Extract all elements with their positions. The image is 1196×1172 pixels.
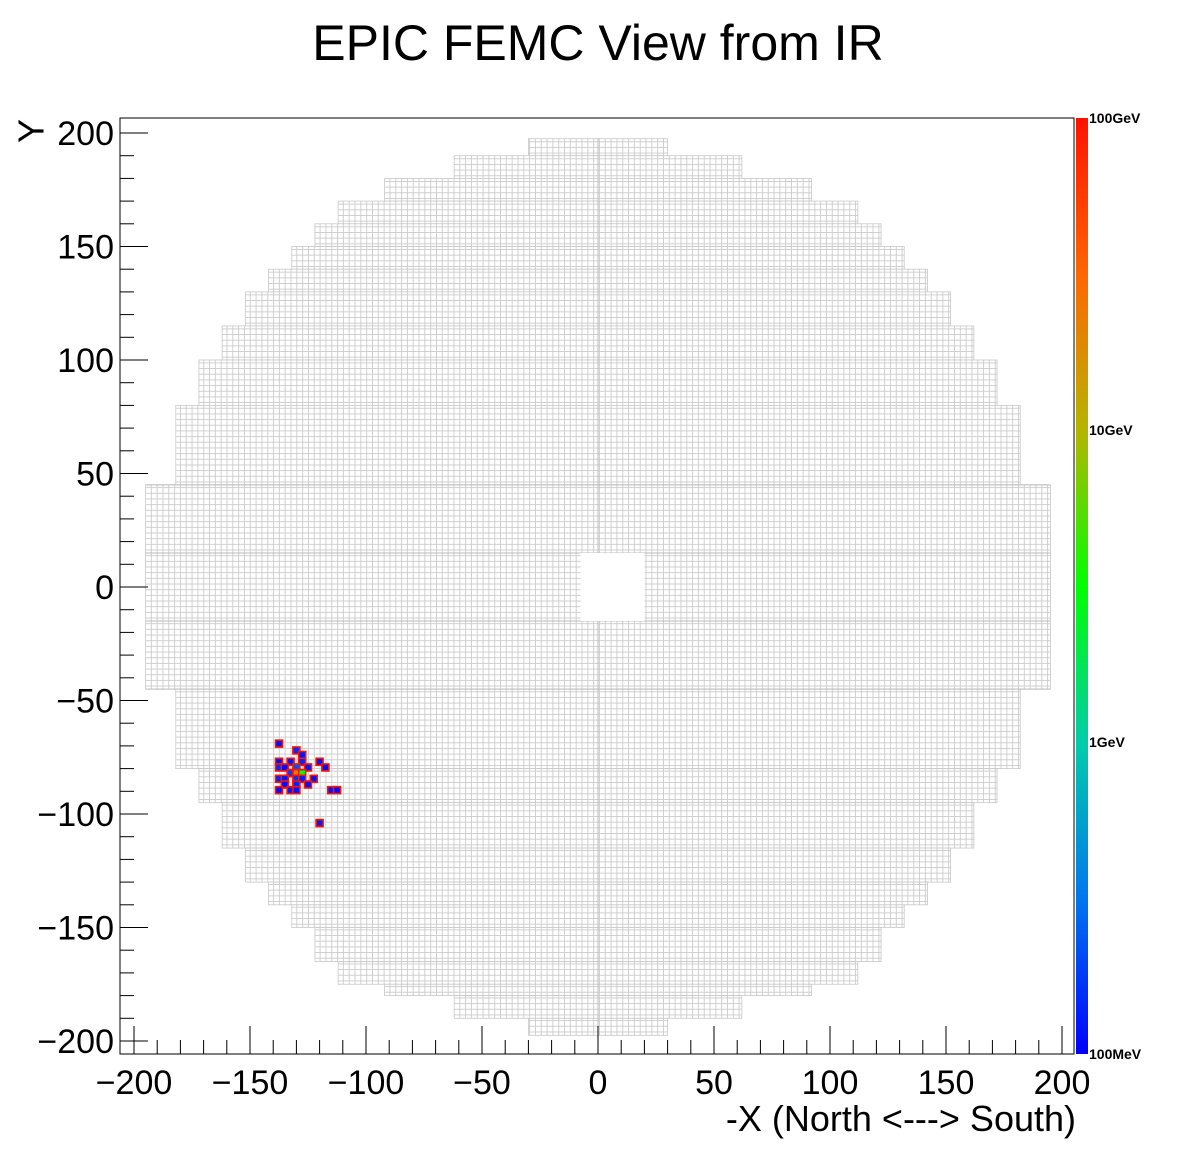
energy-hit-cell [321, 763, 330, 772]
energy-hit-cell [332, 785, 342, 795]
y-tick-label: −150 [37, 910, 114, 948]
colorbar-label: 100MeV [1089, 1046, 1142, 1062]
colorbar-label: 1GeV [1089, 734, 1125, 750]
energy-hit-cell [286, 757, 295, 767]
energy-hits [274, 739, 342, 828]
energy-hit-cell [280, 780, 290, 789]
colorbar-label: 100GeV [1089, 110, 1141, 126]
colorbar-label: 10GeV [1089, 422, 1133, 438]
chart-title: EPIC FEMC View from IR [312, 15, 884, 71]
y-tick-label: −200 [37, 1023, 114, 1061]
x-tick-label: −200 [96, 1064, 173, 1102]
x-tick-label: −150 [212, 1064, 289, 1102]
x-tick-label: −50 [453, 1064, 511, 1102]
y-axis-label: Y [11, 119, 52, 143]
x-tick-label: 100 [802, 1064, 859, 1102]
energy-hit-cell [274, 739, 284, 748]
y-tick-label: −100 [37, 796, 114, 834]
x-tick-label: 50 [695, 1064, 733, 1102]
y-tick-label: 200 [57, 115, 114, 153]
x-tick-label: −100 [328, 1064, 405, 1102]
y-tick-label: 150 [57, 229, 114, 267]
y-tick-label: 0 [95, 569, 114, 607]
energy-hit-cell [303, 780, 313, 789]
x-axis-label: -X (North <---> South) [726, 1098, 1076, 1139]
energy-hit-cell [292, 785, 301, 795]
energy-hit-cell [297, 774, 307, 784]
colorbar-labels: 100GeV 10GeV 1GeV 100MeV [1089, 110, 1142, 1062]
beam-hole [580, 552, 645, 622]
y-axis-ticks: −200 −150 −100 −50 0 50 100 150 200 [37, 115, 148, 1061]
energy-hit-cell [297, 757, 307, 767]
energy-hit-cell [297, 750, 307, 760]
x-axis-ticks: −200 −150 −100 −50 0 50 100 150 200 [96, 1026, 1091, 1102]
energy-hit-cell [280, 763, 290, 772]
x-tick-label: 0 [589, 1064, 608, 1102]
energy-hit-cell [292, 746, 301, 755]
plot-frame [119, 117, 1075, 1055]
energy-hit-cell [303, 763, 313, 772]
beam-pipe-hole [580, 552, 645, 622]
energy-hit-cell [274, 785, 284, 795]
energy-hit-cell [315, 818, 324, 828]
x-tick-label: 200 [1034, 1064, 1091, 1102]
x-tick-label: 150 [918, 1064, 975, 1102]
energy-hit-cell [315, 757, 324, 767]
y-tick-label: 50 [76, 456, 114, 494]
y-tick-label: 100 [57, 342, 114, 380]
colorbar [1076, 118, 1088, 1054]
energy-hit-cell [309, 774, 319, 784]
y-tick-label: −50 [56, 683, 114, 721]
